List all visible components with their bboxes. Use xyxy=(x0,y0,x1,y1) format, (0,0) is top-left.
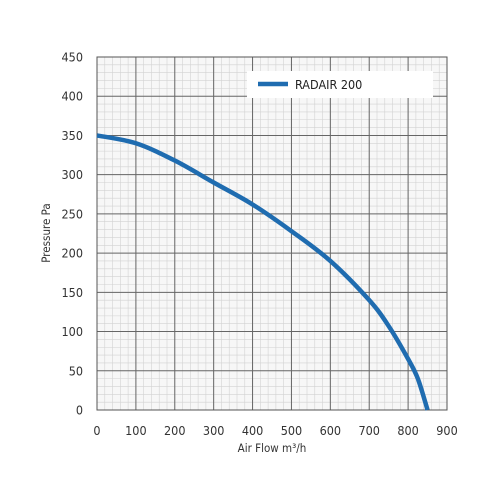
x-tick-label: 200 xyxy=(164,423,185,438)
y-tick-label: 150 xyxy=(62,285,83,300)
x-tick-label: 100 xyxy=(125,423,146,438)
x-axis-title: Air Flow m³/h xyxy=(238,441,307,455)
y-tick-label: 450 xyxy=(62,50,83,65)
legend-label: RADAIR 200 xyxy=(295,77,362,92)
x-tick-label: 800 xyxy=(397,423,418,438)
y-tick-label: 250 xyxy=(62,206,83,221)
y-tick-label: 0 xyxy=(76,403,83,418)
x-tick-label: 700 xyxy=(358,423,379,438)
plot-border xyxy=(96,56,448,411)
series-line-radair-200 xyxy=(96,133,430,411)
x-tick-label: 600 xyxy=(320,423,341,438)
y-axis-title: Pressure Pa xyxy=(39,203,53,262)
legend: RADAIR 200 xyxy=(247,71,433,98)
series-layer xyxy=(96,133,430,411)
y-tick-label: 50 xyxy=(69,363,83,378)
y-tick-label: 200 xyxy=(62,246,83,261)
y-tick-labels: 0 50 100 150 200 250 300 350 400 450 xyxy=(62,50,83,418)
y-tick-label: 350 xyxy=(62,128,83,143)
plot-background xyxy=(97,57,447,410)
x-tick-label: 300 xyxy=(203,423,224,438)
y-tick-label: 300 xyxy=(62,167,83,182)
y-tick-label: 400 xyxy=(62,89,83,104)
x-tick-label: 400 xyxy=(242,423,263,438)
y-tick-label: 100 xyxy=(62,324,83,339)
x-tick-label: 500 xyxy=(281,423,302,438)
x-tick-label: 900 xyxy=(436,423,457,438)
x-tick-label: 0 xyxy=(93,423,100,438)
x-tick-labels: 0 100 200 300 400 500 600 700 800 900 xyxy=(93,423,457,438)
